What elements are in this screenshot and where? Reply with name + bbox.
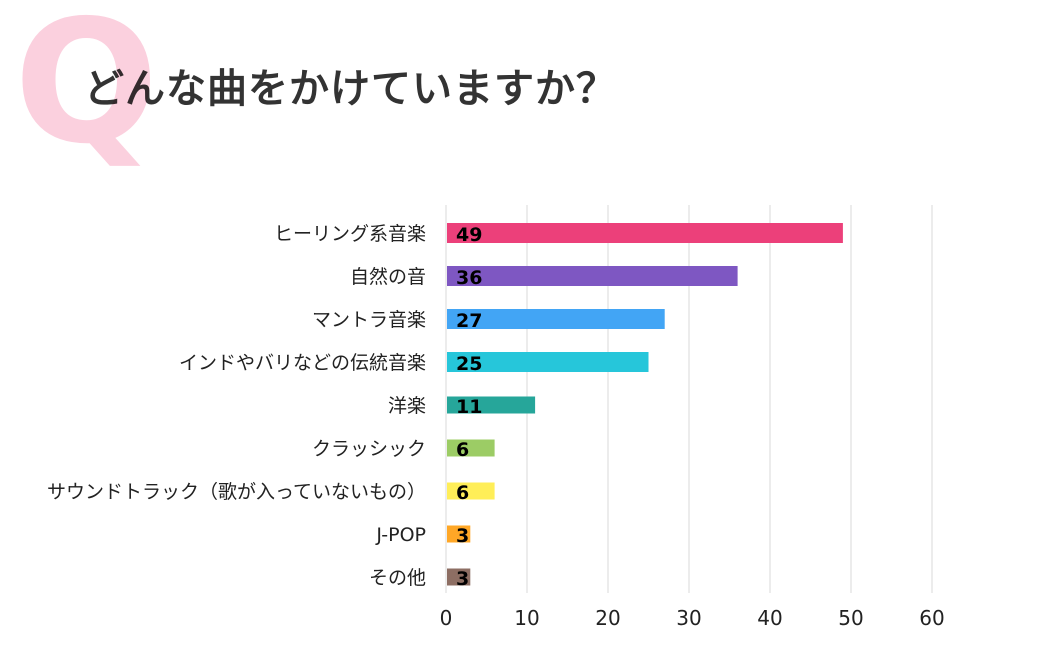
bar <box>447 309 665 329</box>
x-tick-label: 50 <box>838 606 863 630</box>
bar <box>447 525 471 543</box>
x-tick-label: 10 <box>514 606 539 630</box>
category-label: 洋楽 <box>388 395 426 417</box>
category-label: サウンドトラック（歌が入っていないもの） <box>47 481 426 503</box>
category-label: インドやバリなどの伝統音楽 <box>179 352 426 374</box>
bar <box>447 396 536 414</box>
x-tick-label: 60 <box>919 606 944 630</box>
bar <box>447 223 843 243</box>
data-label: 3 <box>456 525 469 547</box>
data-label: 11 <box>456 396 482 418</box>
category-label: 自然の音 <box>350 266 426 288</box>
category-label: クラッシック <box>312 438 426 460</box>
bar <box>447 352 649 372</box>
bar <box>447 482 495 500</box>
data-label: 6 <box>456 439 469 461</box>
data-label: 25 <box>456 353 482 375</box>
bar <box>447 568 471 586</box>
q-mark-logo: Q <box>14 0 159 182</box>
x-tick-label: 20 <box>595 606 620 630</box>
data-label: 6 <box>456 482 469 504</box>
bar <box>447 439 495 457</box>
x-tick-label: 40 <box>757 606 782 630</box>
category-label: その他 <box>369 567 426 589</box>
category-label: ヒーリング系音楽 <box>274 223 426 245</box>
category-label: J-POP <box>375 524 426 546</box>
x-tick-label: 30 <box>676 606 701 630</box>
data-label: 3 <box>456 568 469 590</box>
data-label: 27 <box>456 310 482 332</box>
bar <box>447 266 738 286</box>
page-title: どんな曲をかけていますか？ <box>84 66 617 112</box>
data-label: 49 <box>456 224 482 246</box>
x-tick-label: 0 <box>440 606 453 630</box>
data-label: 36 <box>456 267 482 289</box>
category-label: マントラ音楽 <box>312 309 426 331</box>
